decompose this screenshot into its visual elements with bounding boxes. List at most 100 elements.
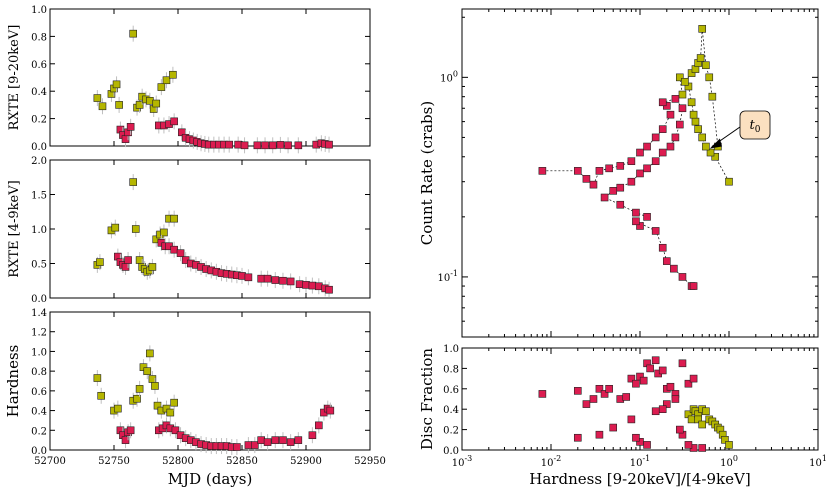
- x-axis-label: MJD (days): [168, 470, 253, 488]
- marker-hard: [616, 200, 625, 209]
- track-line-soft: [679, 28, 730, 182]
- marker-soft: [93, 94, 102, 102]
- marker-hard: [126, 426, 135, 435]
- marker-hard: [670, 264, 678, 273]
- marker-hard: [632, 379, 640, 388]
- marker-hard: [643, 441, 651, 449]
- marker-hard: [253, 141, 262, 150]
- marker-hard: [632, 208, 640, 217]
- marker-hard: [573, 167, 582, 175]
- marker-hard: [651, 356, 660, 365]
- marker-hard: [325, 140, 333, 149]
- marker-soft: [687, 69, 696, 77]
- x-tick-label: 100: [720, 454, 738, 469]
- marker-soft: [143, 367, 152, 375]
- marker-hard: [605, 164, 613, 173]
- marker-hard: [600, 193, 609, 202]
- annotation-box: [739, 110, 771, 140]
- x-tick-label: 52950: [354, 456, 386, 467]
- marker-soft: [131, 225, 140, 233]
- marker-soft: [129, 178, 137, 186]
- panel-p2: [49, 159, 371, 299]
- marker-hard: [689, 282, 698, 290]
- marker-hard: [573, 387, 582, 395]
- marker-hard: [124, 256, 132, 264]
- plot-frame: [49, 311, 371, 451]
- marker-hard: [616, 162, 625, 170]
- marker-soft: [133, 394, 141, 403]
- marker-hard: [622, 393, 631, 401]
- marker-soft: [708, 92, 717, 101]
- y-tick-label: 1.0: [31, 5, 47, 16]
- plot-frame: [461, 347, 819, 451]
- marker-hard: [658, 148, 667, 157]
- marker-hard: [233, 443, 241, 451]
- marker-hard: [678, 273, 687, 281]
- marker-hard: [671, 395, 680, 403]
- marker-soft: [93, 374, 102, 382]
- marker-hard: [616, 183, 625, 192]
- marker-hard: [627, 374, 636, 383]
- marker-hard: [636, 148, 644, 157]
- marker-hard: [225, 140, 233, 149]
- marker-soft: [696, 54, 705, 62]
- marker-hard: [651, 227, 660, 235]
- marker-hard: [666, 110, 675, 119]
- marker-hard: [121, 436, 130, 444]
- marker-hard: [609, 187, 618, 195]
- y-tick-label: 0.0: [443, 446, 459, 457]
- x-tick-label: 10-1: [630, 454, 651, 469]
- marker-hard: [582, 400, 591, 408]
- y-axis-label: RXTE [4-9keV]: [7, 180, 22, 277]
- marker-hard: [286, 438, 295, 446]
- y-tick-label: 0.8: [31, 367, 47, 378]
- marker-soft: [694, 415, 702, 424]
- marker-soft: [691, 117, 700, 126]
- y-tick-label: 0.6: [31, 387, 47, 398]
- marker-hard: [261, 141, 269, 150]
- y-tick-label: 10-1: [437, 269, 458, 284]
- marker-hard: [126, 123, 135, 131]
- marker-hard: [271, 436, 280, 444]
- marker-hard: [582, 175, 591, 183]
- track-line-hard: [542, 98, 694, 287]
- marker-soft: [687, 98, 696, 107]
- marker-hard: [600, 390, 609, 398]
- marker-soft: [702, 61, 710, 70]
- marker-soft: [687, 415, 696, 424]
- marker-hard: [308, 431, 317, 440]
- marker-hard: [238, 272, 246, 280]
- marker-hard: [632, 433, 640, 442]
- marker-hard: [314, 282, 323, 291]
- marker-soft: [97, 391, 105, 400]
- marker-soft: [721, 435, 729, 444]
- marker-soft: [151, 382, 159, 390]
- marker-soft: [114, 404, 122, 413]
- marker-soft: [148, 263, 157, 271]
- marker-hard: [658, 125, 667, 133]
- marker-soft: [135, 385, 144, 393]
- marker-hard: [595, 430, 604, 439]
- marker-soft: [112, 80, 121, 89]
- marker-hard: [684, 379, 693, 388]
- marker-hard: [627, 415, 636, 424]
- marker-hard: [658, 243, 667, 252]
- x-axis-label: Hardness [9-20keV]/[4-9keV]: [529, 470, 750, 488]
- panel-p1: [49, 8, 371, 154]
- marker-soft: [160, 228, 168, 237]
- y-tick-label: 100: [440, 69, 458, 84]
- marker-soft: [170, 214, 178, 223]
- marker-hard: [308, 281, 317, 290]
- marker-hard: [675, 425, 684, 434]
- marker-soft: [706, 148, 715, 157]
- marker-hard: [279, 276, 287, 285]
- y-axis-label: RXTE [9-20keV]: [7, 25, 22, 131]
- panel-p5: [461, 347, 819, 452]
- marker-hard: [651, 407, 660, 416]
- marker-hard: [176, 249, 185, 257]
- marker-hard: [678, 359, 687, 368]
- marker-hard: [244, 273, 253, 282]
- marker-hard: [689, 374, 698, 383]
- panel-p3: [49, 311, 371, 456]
- x-tick-label: 52850: [226, 456, 258, 467]
